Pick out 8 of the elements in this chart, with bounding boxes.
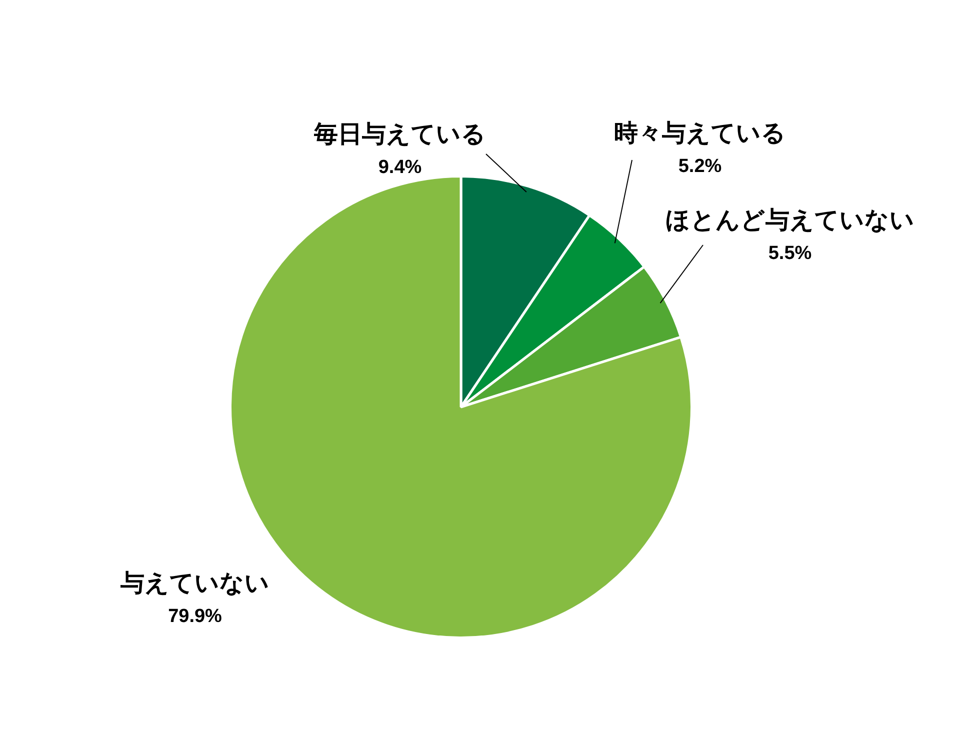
slice-label: 時々与えている [614, 119, 786, 148]
data-label: 9.4% [378, 157, 422, 178]
slice-label: 毎日与えている [313, 120, 486, 148]
data-label: 79.9% [168, 606, 222, 628]
data-label: 5.5% [768, 243, 812, 264]
data-label: 5.2% [678, 156, 722, 178]
slice-label: 与えていない [120, 569, 270, 598]
slice-label: ほとんど与えていない [666, 206, 914, 234]
